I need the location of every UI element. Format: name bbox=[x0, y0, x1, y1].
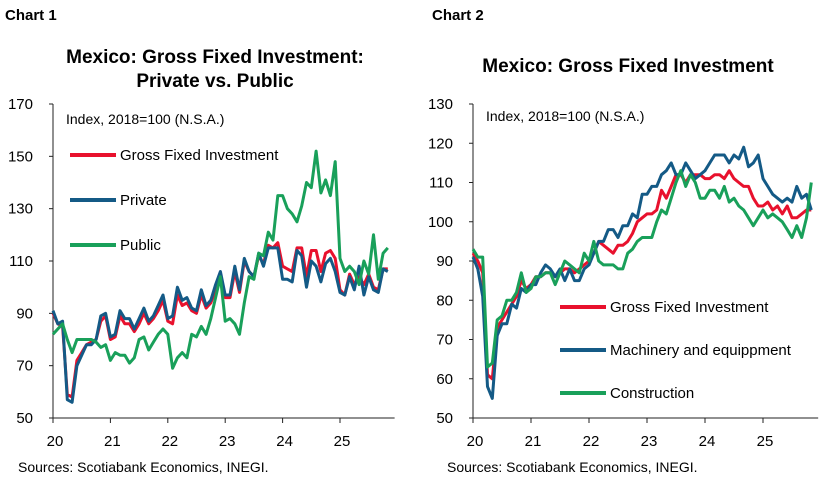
x-tick-label: 23 bbox=[641, 433, 658, 450]
series-line-construction bbox=[471, 169, 813, 369]
y-tick-label: 150 bbox=[8, 148, 33, 165]
chart-2: Chart 2 Mexico: Gross Fixed Investment 50 6… bbox=[428, 7, 819, 475]
source-note: Sources: Scotiabank Economics, INEGI. bbox=[18, 459, 269, 475]
x-tick-label: 21 bbox=[104, 433, 121, 450]
y-tick-label: 100 bbox=[428, 214, 453, 231]
x-tick-label: 24 bbox=[276, 433, 293, 450]
y-tick-label: 90 bbox=[436, 253, 453, 270]
y-tick-label: 50 bbox=[16, 410, 33, 427]
x-tick-label: 22 bbox=[583, 433, 600, 450]
y-tick-label: 70 bbox=[436, 332, 453, 349]
source-note: Sources: Scotiabank Economics, INEGI. bbox=[447, 459, 698, 475]
y-tick-label: 60 bbox=[436, 371, 453, 388]
y-tick-label: 170 bbox=[8, 96, 33, 113]
y-tick-label: 110 bbox=[9, 253, 33, 270]
chart-label: Chart 2 bbox=[432, 7, 484, 24]
chart-label: Chart 1 bbox=[5, 7, 57, 24]
y-tick-label: 110 bbox=[429, 175, 453, 192]
x-tick-label: 22 bbox=[161, 433, 178, 450]
y-tick-label: 130 bbox=[8, 201, 33, 218]
x-tick-label: 21 bbox=[525, 433, 542, 450]
y-tick-label: 90 bbox=[16, 305, 33, 322]
x-tick-label: 25 bbox=[757, 433, 774, 450]
series-line-private bbox=[51, 246, 389, 404]
chart-1: Chart 1 Mexico: Gross Fixed Investment: Pr… bbox=[5, 7, 395, 475]
x-tick-label: 23 bbox=[219, 433, 236, 450]
legend-label: Public bbox=[120, 237, 161, 254]
legend-label: Construction bbox=[610, 385, 694, 402]
legend-label: Machinery and equippment bbox=[610, 342, 792, 359]
x-tick-label: 24 bbox=[699, 433, 716, 450]
y-tick-label: 70 bbox=[16, 358, 33, 375]
legend-label: Gross Fixed Investment bbox=[610, 299, 769, 316]
y-axis-label: Index, 2018=100 (N.S.A.) bbox=[486, 108, 644, 124]
chart-title: Mexico: Gross Fixed Investment: bbox=[66, 47, 364, 68]
chart-title: Private vs. Public bbox=[136, 71, 294, 92]
x-tick-label: 20 bbox=[467, 433, 484, 450]
y-tick-label: 80 bbox=[436, 292, 453, 309]
legend-label: Gross Fixed Investment bbox=[120, 147, 279, 164]
y-tick-label: 50 bbox=[436, 410, 453, 427]
y-tick-label: 130 bbox=[428, 96, 453, 113]
x-tick-label: 20 bbox=[47, 433, 64, 450]
legend-label: Private bbox=[120, 192, 167, 209]
y-axis-label: Index, 2018=100 (N.S.A.) bbox=[66, 111, 224, 127]
series-line-public bbox=[51, 149, 389, 370]
y-tick-label: 120 bbox=[428, 135, 453, 152]
series-line-machinery-and-equippment bbox=[471, 145, 813, 400]
series-line-gross-fixed-investment bbox=[51, 241, 388, 399]
x-tick-label: 25 bbox=[334, 433, 351, 450]
chart-title: Mexico: Gross Fixed Investment bbox=[482, 56, 774, 77]
